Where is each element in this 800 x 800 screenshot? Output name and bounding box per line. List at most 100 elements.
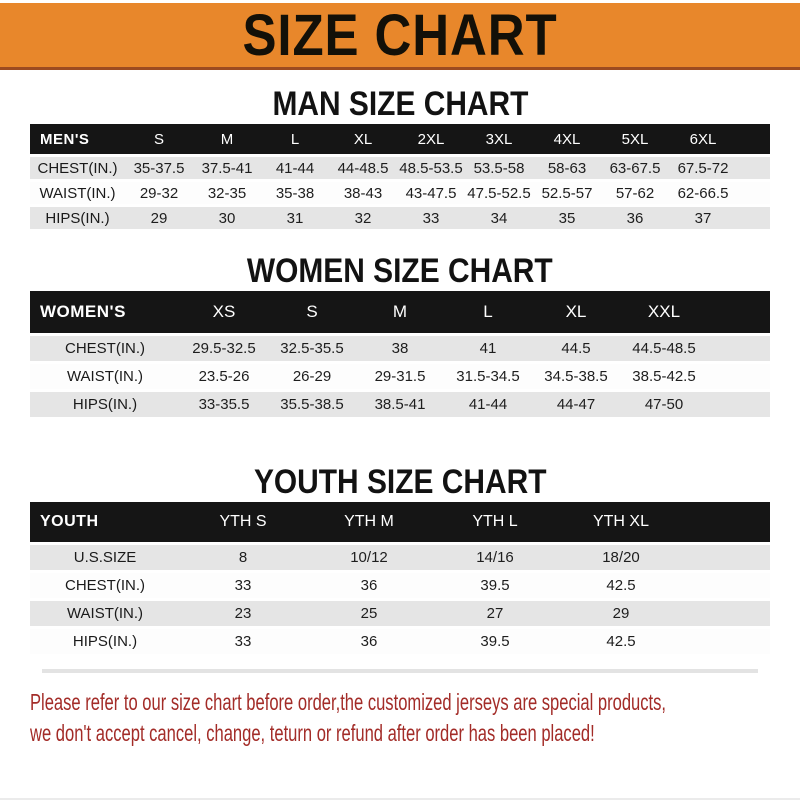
data-cell: 34.5-38.5 <box>544 368 608 385</box>
women-waist-row: WAIST(IN.) 23.5-26 26-29 29-31.5 31.5-34… <box>30 364 770 389</box>
row-label-cell: CHEST(IN.) <box>65 340 145 357</box>
man-section-heading: MAN SIZE CHART <box>0 87 800 121</box>
men-size-col-header: L <box>290 130 300 148</box>
data-cell: 52.5-57 <box>541 184 593 202</box>
men-chest-row: CHEST(IN.) 35-37.5 37.5-41 41-44 44-48.5… <box>30 157 770 179</box>
men-size-col-header: 3XL <box>485 130 513 148</box>
data-cell: 35 <box>558 209 576 227</box>
data-cell: 36 <box>360 633 378 650</box>
data-cell: 34 <box>490 209 508 227</box>
men-size-col-header: 5XL <box>621 130 649 148</box>
data-cell: 14/16 <box>476 549 514 566</box>
footer-notice: Please refer to our size chart before or… <box>30 687 800 749</box>
data-cell: 33 <box>234 577 252 594</box>
data-cell: 30 <box>218 209 236 227</box>
data-cell: 29-31.5 <box>374 368 426 385</box>
men-size-col-header: M <box>220 130 234 148</box>
data-cell: 47-50 <box>644 396 684 413</box>
data-cell: 42.5 <box>606 633 636 650</box>
data-cell: 38-43 <box>343 184 383 202</box>
bottom-edge-strip <box>0 798 800 800</box>
spacer-cell <box>684 502 770 542</box>
spacer-cell <box>708 364 770 389</box>
data-cell: 41-44 <box>275 159 315 177</box>
man-section-heading-text: MAN SIZE CHART <box>272 85 528 123</box>
women-section-heading: WOMEN SIZE CHART <box>0 254 800 288</box>
data-cell: 38 <box>391 340 409 357</box>
data-cell: 31.5-34.5 <box>456 368 520 385</box>
women-chest-row: CHEST(IN.) 29.5-32.5 32.5-35.5 38 41 44.… <box>30 336 770 361</box>
data-cell: 33 <box>422 209 440 227</box>
data-cell: 63-67.5 <box>609 159 661 177</box>
data-cell: 48.5-53.5 <box>399 159 463 177</box>
row-label-cell: WAIST(IN.) <box>66 368 144 385</box>
men-table-header-row: MEN'S S M L XL 2XL 3XL 4XL 5XL 6XL <box>30 124 770 154</box>
women-table-header-row: WOMEN'S XS S M L XL XXL <box>30 291 770 333</box>
data-cell: 32 <box>354 209 372 227</box>
data-cell: 67.5-72 <box>677 159 729 177</box>
data-cell: 26-29 <box>292 368 332 385</box>
row-label-cell: HIPS(IN.) <box>45 209 110 227</box>
data-cell: 41 <box>479 340 497 357</box>
row-label-cell: CHEST(IN.) <box>37 159 118 177</box>
banner: SIZE CHART <box>0 3 800 70</box>
spacer-cell <box>684 629 770 654</box>
size-chart-page: SIZE CHART MAN SIZE CHART MEN'S S M L XL… <box>0 3 800 800</box>
data-cell: 8 <box>238 549 248 566</box>
data-cell: 53.5-58 <box>473 159 525 177</box>
data-cell: 44-48.5 <box>337 159 389 177</box>
data-cell: 35-37.5 <box>133 159 185 177</box>
spacer-cell <box>708 291 770 333</box>
data-cell: 29.5-32.5 <box>192 340 256 357</box>
youth-waist-row: WAIST(IN.) 23 25 27 29 <box>30 601 770 626</box>
data-cell: 18/20 <box>602 549 640 566</box>
data-cell: 42.5 <box>606 577 636 594</box>
row-label-cell: CHEST(IN.) <box>65 577 145 594</box>
data-cell: 36 <box>626 209 644 227</box>
youth-size-col-header: YTH L <box>472 513 518 530</box>
data-cell: 31 <box>286 209 304 227</box>
spacer-cell <box>708 392 770 417</box>
data-cell: 23.5-26 <box>198 368 250 385</box>
data-cell: 33 <box>234 633 252 650</box>
data-cell: 35.5-38.5 <box>280 396 344 413</box>
page-title: SIZE CHART <box>242 2 558 68</box>
data-cell: 57-62 <box>615 184 655 202</box>
youth-hips-row: HIPS(IN.) 33 36 39.5 42.5 <box>30 629 770 654</box>
row-label-cell: HIPS(IN.) <box>72 396 138 413</box>
data-cell: 36 <box>360 577 378 594</box>
data-cell: 37.5-41 <box>201 159 253 177</box>
women-size-col-header: M <box>392 302 408 321</box>
data-cell: 29 <box>150 209 168 227</box>
women-size-col-header: XXL <box>647 302 681 321</box>
spacer-cell <box>684 545 770 570</box>
row-label-cell: U.S.SIZE <box>73 549 137 566</box>
row-label-cell: HIPS(IN.) <box>72 633 138 650</box>
women-size-col-header: S <box>306 302 318 321</box>
data-cell: 32-35 <box>207 184 247 202</box>
data-cell: 38.5-41 <box>374 396 426 413</box>
spacer-cell <box>684 601 770 626</box>
youth-size-col-header: YTH XL <box>592 513 649 530</box>
spacer-cell <box>737 207 770 229</box>
men-waist-row: WAIST(IN.) 29-32 32-35 35-38 38-43 43-47… <box>30 182 770 204</box>
data-cell: 47.5-52.5 <box>467 184 531 202</box>
data-cell: 39.5 <box>480 633 510 650</box>
spacer-cell <box>737 157 770 179</box>
data-cell: 32.5-35.5 <box>280 340 344 357</box>
data-cell: 62-66.5 <box>677 184 729 202</box>
spacer-cell <box>737 182 770 204</box>
youth-table-title-cell: YOUTH <box>40 513 99 530</box>
data-cell: 23 <box>234 605 252 622</box>
men-size-col-header: 2XL <box>417 130 445 148</box>
women-size-col-header: XL <box>565 302 587 321</box>
data-cell: 38.5-42.5 <box>632 368 696 385</box>
data-cell: 41-44 <box>468 396 508 413</box>
divider-line <box>42 669 758 673</box>
men-size-col-header: S <box>153 130 164 148</box>
data-cell: 43-47.5 <box>405 184 457 202</box>
spacer-cell <box>684 573 770 598</box>
youth-section-heading-text: YOUTH SIZE CHART <box>253 463 547 501</box>
footer-line-2: we don't accept cancel, change, teturn o… <box>30 720 595 746</box>
women-table-title-cell: WOMEN'S <box>40 302 126 321</box>
